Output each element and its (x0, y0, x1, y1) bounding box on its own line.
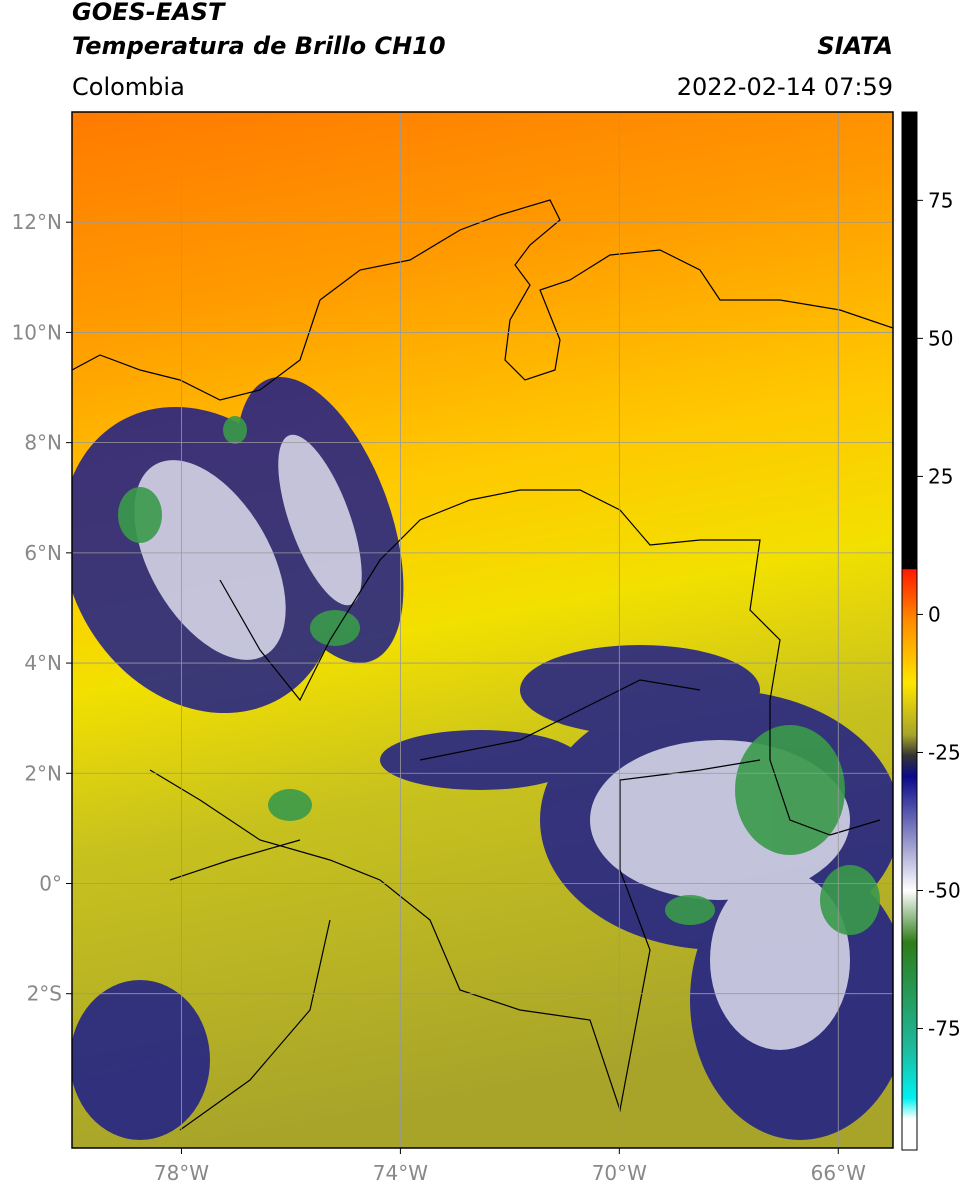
imagery (72, 112, 893, 1148)
y-tick-label: 2°S (27, 982, 62, 1006)
map-frame (71, 111, 894, 1149)
y-tick-label: 2°N (24, 761, 62, 785)
datetime: 2022-02-14 07:59 (677, 73, 893, 101)
region: Colombia (72, 73, 185, 101)
colorbar-label: 0 (928, 602, 941, 626)
graticule (72, 112, 893, 1148)
x-tick-label: 70°W (592, 1161, 647, 1185)
colorbar-label: 25 (928, 464, 953, 488)
y-tick-label: 10°N (12, 320, 62, 344)
product: Temperatura de Brillo CH10 (72, 32, 446, 60)
y-tick-label: 12°N (12, 210, 62, 234)
colorbar-label: 75 (928, 188, 953, 212)
x-tick-label: 74°W (373, 1161, 428, 1185)
colorbar-label: -75 (928, 1017, 961, 1041)
x-tick-label: 66°W (811, 1161, 866, 1185)
colorbar-label: -25 (928, 740, 961, 764)
y-tick-label: 8°N (24, 431, 62, 455)
source: SIATA (817, 32, 893, 60)
x-tick-label: 78°W (154, 1161, 209, 1185)
y-tick-label: 4°N (24, 651, 62, 675)
y-tick-label: 0° (39, 871, 62, 895)
colorbar-label: 50 (928, 326, 953, 350)
y-tick-label: 6°N (24, 541, 62, 565)
colorbar (901, 111, 918, 1151)
title: GOES-EAST (72, 0, 226, 26)
colorbar-label: -50 (928, 879, 961, 903)
